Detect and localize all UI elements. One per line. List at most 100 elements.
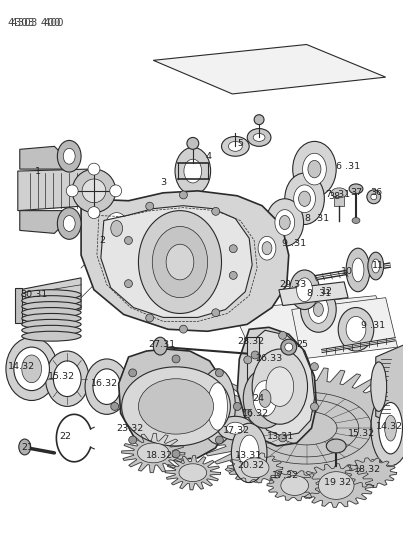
Ellipse shape xyxy=(285,173,324,224)
Text: 10: 10 xyxy=(341,268,353,277)
Ellipse shape xyxy=(258,236,276,260)
Circle shape xyxy=(212,207,220,215)
Ellipse shape xyxy=(371,362,387,411)
Ellipse shape xyxy=(22,332,81,341)
Ellipse shape xyxy=(262,241,272,255)
Polygon shape xyxy=(20,211,64,233)
Text: 17.32: 17.32 xyxy=(222,426,250,434)
Text: 6 .31: 6 .31 xyxy=(336,161,360,171)
Ellipse shape xyxy=(259,390,271,407)
Polygon shape xyxy=(233,296,395,353)
Ellipse shape xyxy=(137,443,169,463)
Polygon shape xyxy=(345,458,397,488)
Ellipse shape xyxy=(184,159,202,183)
Text: 16.32: 16.32 xyxy=(91,379,118,388)
Polygon shape xyxy=(165,456,220,490)
Ellipse shape xyxy=(308,296,328,324)
Text: 9 .31: 9 .31 xyxy=(282,239,306,248)
Circle shape xyxy=(111,402,119,410)
Ellipse shape xyxy=(152,227,208,297)
Ellipse shape xyxy=(293,141,336,197)
Circle shape xyxy=(187,138,199,149)
Text: 14.32: 14.32 xyxy=(8,362,35,372)
Ellipse shape xyxy=(22,296,81,305)
Circle shape xyxy=(88,163,100,175)
Ellipse shape xyxy=(294,185,315,213)
Text: 23.32: 23.32 xyxy=(117,424,144,433)
Polygon shape xyxy=(15,288,22,324)
Circle shape xyxy=(244,356,252,364)
Polygon shape xyxy=(119,349,227,460)
Ellipse shape xyxy=(53,361,81,397)
Text: 5: 5 xyxy=(237,139,243,148)
Circle shape xyxy=(371,194,377,200)
Text: 2: 2 xyxy=(99,236,105,245)
Ellipse shape xyxy=(318,472,354,499)
Ellipse shape xyxy=(208,383,227,430)
Circle shape xyxy=(129,369,137,377)
Text: 9 .31: 9 .31 xyxy=(361,321,385,330)
Circle shape xyxy=(129,436,137,444)
Polygon shape xyxy=(20,147,64,169)
Ellipse shape xyxy=(379,402,402,454)
Ellipse shape xyxy=(331,188,347,198)
Ellipse shape xyxy=(85,359,129,414)
Circle shape xyxy=(212,309,220,317)
Ellipse shape xyxy=(352,217,360,223)
Ellipse shape xyxy=(45,351,89,407)
Ellipse shape xyxy=(22,325,81,335)
Ellipse shape xyxy=(249,227,285,270)
Ellipse shape xyxy=(346,248,370,292)
Text: 3: 3 xyxy=(160,179,166,188)
Ellipse shape xyxy=(326,439,346,453)
Circle shape xyxy=(66,185,78,197)
Text: 30.31: 30.31 xyxy=(20,290,47,299)
Circle shape xyxy=(124,280,133,288)
Ellipse shape xyxy=(297,278,313,302)
Ellipse shape xyxy=(111,221,123,236)
Circle shape xyxy=(124,237,133,245)
Ellipse shape xyxy=(22,319,81,329)
Text: 26.33: 26.33 xyxy=(255,354,282,364)
Ellipse shape xyxy=(401,352,408,421)
Ellipse shape xyxy=(247,128,271,147)
Text: 12: 12 xyxy=(322,287,333,296)
Ellipse shape xyxy=(14,347,49,391)
Circle shape xyxy=(251,351,259,359)
Circle shape xyxy=(215,436,223,444)
Circle shape xyxy=(146,202,154,210)
Text: 19 32: 19 32 xyxy=(324,478,351,487)
Circle shape xyxy=(180,191,187,199)
Circle shape xyxy=(244,409,252,417)
Ellipse shape xyxy=(352,258,364,282)
Polygon shape xyxy=(237,327,317,446)
Circle shape xyxy=(254,115,264,125)
Ellipse shape xyxy=(346,317,366,342)
Ellipse shape xyxy=(122,367,231,446)
Circle shape xyxy=(279,332,286,340)
Polygon shape xyxy=(376,332,408,441)
Circle shape xyxy=(229,245,237,253)
Ellipse shape xyxy=(279,215,290,230)
Text: 25: 25 xyxy=(297,340,309,349)
Ellipse shape xyxy=(243,369,287,428)
Text: 21: 21 xyxy=(22,443,34,453)
Text: 20.32: 20.32 xyxy=(237,461,264,470)
Ellipse shape xyxy=(241,458,269,478)
Text: 14.32: 14.32 xyxy=(376,422,403,431)
Circle shape xyxy=(110,185,122,197)
Text: 13.31: 13.31 xyxy=(235,451,263,461)
Text: 8 .31: 8 .31 xyxy=(306,289,330,298)
Ellipse shape xyxy=(371,391,408,466)
Ellipse shape xyxy=(105,213,129,244)
Circle shape xyxy=(172,450,180,458)
Ellipse shape xyxy=(253,381,277,416)
Circle shape xyxy=(310,403,318,410)
Circle shape xyxy=(146,314,154,322)
Ellipse shape xyxy=(301,287,336,332)
Ellipse shape xyxy=(22,313,81,324)
Ellipse shape xyxy=(266,367,294,407)
Polygon shape xyxy=(101,206,252,318)
Ellipse shape xyxy=(338,308,374,351)
Ellipse shape xyxy=(22,302,81,311)
